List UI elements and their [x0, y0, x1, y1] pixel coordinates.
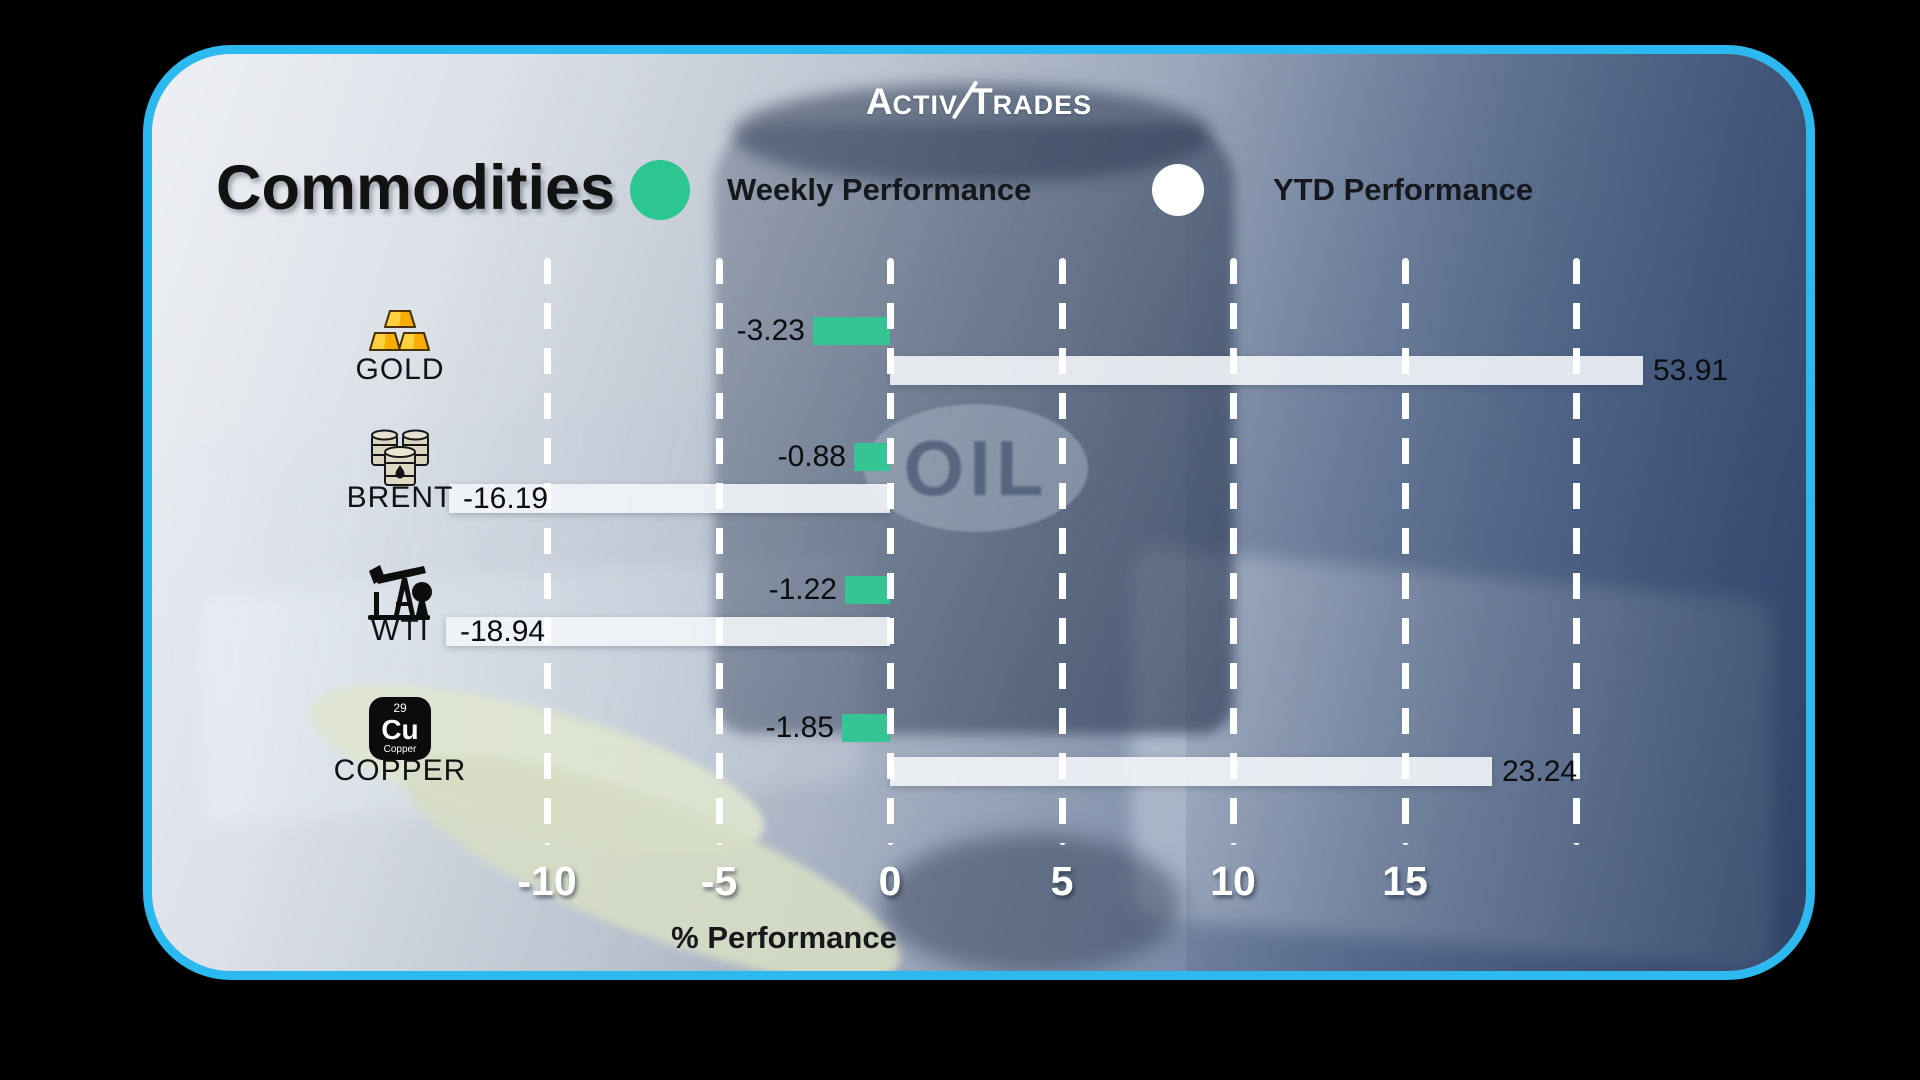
weekly-bar-value-label: -1.22 — [768, 573, 837, 606]
x-axis-tick-label: 10 — [1210, 858, 1256, 904]
weekly-bar — [854, 443, 890, 471]
page-title: Commodities — [216, 153, 616, 223]
x-axis-tick-label: -5 — [700, 858, 738, 904]
gridline — [1402, 258, 1409, 845]
legend-weekly-label: Weekly Performance — [727, 172, 1032, 207]
ytd-legend-dot-icon — [1152, 164, 1204, 216]
x-axis-tick-label: 15 — [1382, 858, 1428, 904]
weekly-bar — [813, 317, 890, 345]
gridline — [544, 258, 551, 845]
ytd-bar — [890, 356, 1643, 385]
weekly-legend-dot-icon — [630, 160, 690, 220]
gridline — [887, 258, 894, 845]
weekly-bar-value-label: -3.23 — [736, 314, 805, 347]
activtrades-logo: ACTIV TRADES — [152, 78, 1806, 123]
weekly-bar-value-label: -0.88 — [777, 440, 846, 473]
x-axis-tick-label: 0 — [878, 858, 902, 904]
oil-barrels-icon — [371, 429, 429, 486]
ytd-bar-value-label: -18.94 — [460, 614, 546, 648]
logo-text: A — [865, 81, 893, 122]
copper-element-symbol: Cu — [381, 713, 419, 745]
gridline — [1059, 258, 1066, 845]
legend-ytd-label: YTD Performance — [1273, 172, 1534, 207]
x-axis-tick-label: -10 — [517, 858, 577, 904]
x-axis-tick-label: 5 — [1050, 858, 1074, 904]
copper-symbol-icon: 29 Cu Copper — [369, 696, 431, 760]
gridline — [1230, 258, 1237, 845]
ytd-bar-value-label: 53.91 — [1653, 353, 1729, 387]
oil-pump-icon — [368, 565, 432, 620]
category-label: COPPER — [333, 754, 467, 787]
weekly-bar-value-label: -1.85 — [765, 711, 834, 744]
gold-bars-icon — [369, 310, 430, 351]
infographic-card: OIL ACTIV TRADES Commodities Weekly Perfo… — [143, 45, 1815, 980]
logo-text: RADES — [992, 90, 1093, 120]
ytd-bar-value-label: 23.24 — [1502, 754, 1578, 788]
weekly-bar — [845, 576, 890, 604]
copper-atomic-number: 29 — [393, 700, 407, 715]
ytd-bar-value-label: -16.19 — [463, 481, 549, 515]
copper-element-name: Copper — [383, 743, 417, 755]
category-label: GOLD — [355, 353, 445, 386]
commodity-icon-box: 29 Cu Copper — [366, 694, 434, 762]
x-axis-title: % Performance — [671, 920, 897, 955]
weekly-bar — [842, 714, 890, 742]
logo-text: CTIV — [892, 90, 959, 120]
